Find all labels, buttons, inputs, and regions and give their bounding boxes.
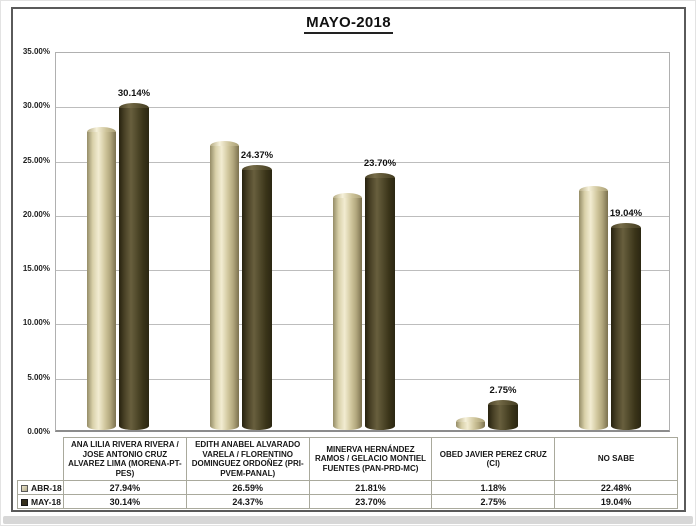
bar-body (487, 405, 518, 430)
bar-body (209, 146, 239, 430)
legend-key-icon-abr-18 (21, 484, 28, 492)
bar-abr-18 (455, 417, 485, 430)
category-slot: 19.04% (548, 53, 671, 430)
bar-abr-18 (209, 141, 239, 430)
bar-body (332, 198, 362, 430)
value-label: 23.70% (363, 157, 397, 169)
table-head: ANA LILIA RIVERA RIVERA / JOSE ANTONIO C… (17, 437, 678, 481)
bar-body (118, 107, 149, 430)
bar-abr-18 (332, 193, 362, 430)
bar-body (241, 170, 272, 430)
bottom-edge-strip (3, 516, 693, 524)
data-table-host: ANA LILIA RIVERA RIVERA / JOSE ANTONIO C… (17, 437, 678, 509)
y-axis-tick-label: 0.00% (27, 427, 50, 436)
value-label: 2.75% (489, 385, 517, 397)
value-cell: 22.48% (554, 480, 678, 495)
value-cell: 27.94% (63, 480, 187, 495)
gridline (56, 378, 669, 380)
category-slot: 30.14% (56, 53, 179, 430)
bar-body (86, 131, 116, 430)
value-cell: 21.81% (308, 480, 433, 495)
bar-may-18 (241, 165, 272, 430)
value-cell: 24.37% (185, 494, 310, 509)
value-cell: 23.70% (308, 494, 433, 509)
bar-body (455, 422, 485, 430)
category-header-cell: NO SABE (554, 437, 678, 481)
bar-body (578, 190, 608, 430)
value-cell: 19.04% (554, 494, 678, 509)
header-row: ANA LILIA RIVERA RIVERA / JOSE ANTONIO C… (17, 437, 678, 481)
category-header-cell: MINERVA HERNÁNDEZ RAMOS / GELACIO MONTIE… (308, 437, 433, 481)
bar-may-18 (610, 223, 641, 430)
legend-series-label: MAY-18 (31, 496, 61, 507)
data-table: ANA LILIA RIVERA RIVERA / JOSE ANTONIO C… (17, 437, 678, 509)
bar-may-18 (118, 102, 149, 430)
legend-key-icon-may-18 (21, 498, 28, 506)
category-header-cell: OBED JAVIER PEREZ CRUZ (CI) (431, 437, 556, 481)
legend-cell: ABR-18 (17, 480, 64, 495)
category-header-cell: EDITH ANABEL ALVARADO VARELA / FLORENTIN… (185, 437, 310, 481)
bar-body (610, 228, 641, 430)
table-row: MAY-18 30.14% 24.37% 23.70% 2.75% 19.04% (17, 494, 678, 509)
y-axis-tick-label: 15.00% (22, 264, 50, 274)
category-slot: 24.37% (179, 53, 302, 430)
bar-may-18 (364, 172, 395, 430)
value-label: 19.04% (609, 208, 643, 220)
category-slot: 23.70% (302, 53, 425, 430)
y-axis-tick-label: 35.00% (22, 47, 50, 56)
gridline (56, 107, 669, 109)
bar-abr-18 (86, 126, 116, 430)
gridline (56, 215, 669, 217)
y-axis-tick-label: 10.00% (22, 318, 50, 328)
table-body: ABR-18 27.94% 26.59% 21.81% 1.18% 22.48% MAY-1… (17, 480, 678, 509)
legend-series-label: ABR-18 (31, 482, 62, 493)
bar-body (364, 177, 395, 430)
category-slot: 2.75% (425, 53, 548, 430)
legend-cell: MAY-18 (17, 494, 64, 509)
category-header-cell: ANA LILIA RIVERA RIVERA / JOSE ANTONIO C… (63, 437, 187, 481)
chart-title-row: MAYO-2018 (13, 14, 684, 34)
table-row: ABR-18 27.94% 26.59% 21.81% 1.18% 22.48% (17, 480, 678, 495)
chart-title: MAYO-2018 (304, 14, 393, 34)
y-axis-tick-label: 25.00% (22, 155, 50, 165)
gridline (56, 270, 669, 272)
corner-cell (17, 437, 64, 481)
gridline (56, 161, 669, 163)
value-cell: 1.18% (431, 480, 556, 495)
gridline (56, 324, 669, 326)
chart-frame: MAYO-2018 35.00% 30.00% 25.00% 20.00% 15.00%… (11, 7, 686, 512)
value-label: 24.37% (240, 150, 274, 162)
bar-may-18 (487, 400, 518, 430)
value-cell: 30.14% (63, 494, 187, 509)
value-cell: 2.75% (431, 494, 556, 509)
plot-area: 30.14% 24.37% 23.70% 2.75% 19.04% (55, 52, 670, 432)
value-cell: 26.59% (185, 480, 310, 495)
bar-abr-18 (578, 185, 608, 430)
y-axis-tick-label: 30.00% (22, 101, 50, 111)
value-label: 30.14% (117, 87, 151, 99)
y-axis-tick-label: 20.00% (22, 209, 50, 219)
y-axis-tick-label: 5.00% (27, 372, 50, 382)
